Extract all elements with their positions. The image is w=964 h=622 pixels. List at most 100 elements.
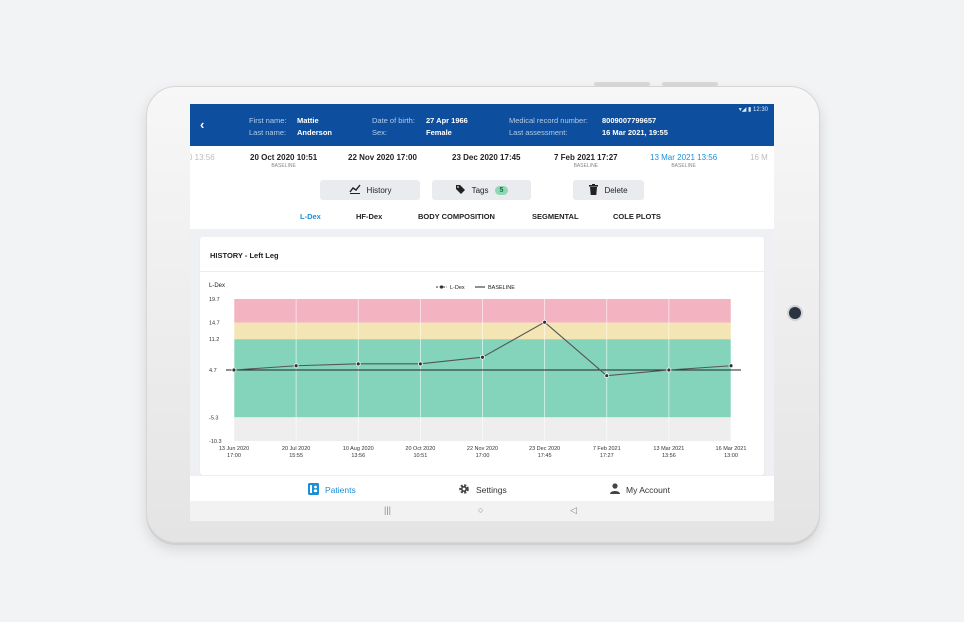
recent-apps-icon[interactable]: ||| — [384, 505, 392, 515]
history-button[interactable]: History — [320, 180, 420, 200]
assessment-date[interactable]: 0 13:56 — [190, 153, 215, 162]
assessment-date-label: 13 Mar 2021 13:56 — [650, 153, 718, 162]
assessment-date-label: 20 Oct 2020 10:51 — [250, 153, 318, 162]
y-tick-label: -10.3 — [209, 439, 222, 445]
legend-baseline-label: BASELINE — [488, 285, 515, 291]
tab-l-dex[interactable]: L-Dex — [300, 212, 321, 221]
patients-icon — [308, 483, 319, 497]
x-tick-date: 13 Mar 2021 — [653, 446, 684, 452]
volume-button — [594, 82, 650, 86]
assessment-date-label: 23 Dec 2020 17:45 — [452, 153, 521, 162]
first-name-value: Mattie — [297, 116, 319, 125]
history-label: History — [366, 185, 392, 195]
measurement-tabs: L-Dex HF-Dex BODY COMPOSITION SEGMENTAL … — [190, 207, 774, 229]
nav-settings-label: Settings — [476, 485, 507, 495]
x-tick-date: 7 Feb 2021 — [593, 446, 621, 452]
tags-count-badge: 5 — [494, 185, 509, 195]
mrn-value: 8009007799657 — [602, 116, 657, 125]
last-assessment-label: Last assessment: — [509, 128, 568, 137]
system-navigation-bar: ||| ○ ◁ — [190, 501, 774, 521]
card-title: HISTORY - Left Leg — [210, 251, 279, 260]
status-bar: ▾◢ ▮ 12:30 — [738, 107, 768, 113]
y-tick-label: 14.7 — [209, 321, 220, 327]
gear-icon — [458, 483, 470, 497]
content-area: HISTORY - Left Leg L-Dex 19.7 14.7 11.2 4.7 -… — [190, 229, 774, 475]
data-point — [728, 363, 734, 369]
baseline-tag: BASELINE — [573, 163, 599, 169]
tab-hf-dex[interactable]: HF-Dex — [356, 212, 383, 221]
data-point — [542, 319, 548, 325]
data-point — [231, 367, 237, 373]
y-tick-label: -5.3 — [209, 415, 218, 421]
y-tick-label: 11.2 — [209, 337, 219, 343]
x-tick-time: 17:45 — [538, 453, 552, 459]
trend-icon — [348, 184, 361, 196]
home-icon[interactable]: ○ — [478, 505, 484, 515]
x-tick-time: 15:55 — [289, 453, 303, 459]
legend-l-dex-label: L-Dex — [450, 285, 465, 291]
x-tick-date: 10 Aug 2020 — [343, 446, 374, 452]
delete-label: Delete — [604, 185, 628, 195]
x-tick-time: 13:56 — [351, 453, 365, 459]
x-tick-date: 13 Jun 2020 — [219, 446, 249, 452]
delete-button[interactable]: Delete — [573, 180, 644, 200]
data-point — [480, 354, 485, 360]
y-tick-label: 19.7 — [209, 297, 220, 303]
assessment-date[interactable]: 16 M — [750, 153, 768, 162]
chevron-left-icon[interactable]: ‹ — [200, 117, 205, 132]
x-tick-date: 22 Nov 2020 — [467, 446, 498, 452]
x-tick-time: 10:51 — [413, 453, 427, 459]
assessment-date-selected[interactable]: 13 Mar 2021 13:56 BASELINE — [650, 153, 717, 169]
tags-label: Tags — [471, 185, 489, 195]
history-chart: L-Dex 19.7 14.7 11.2 4.7 -5.3 -10.313 Jun 2020… — [209, 283, 746, 459]
camera-icon — [789, 307, 801, 319]
tab-segmental[interactable]: SEGMENTAL — [532, 212, 579, 221]
x-tick-date: 20 Oct 2020 — [405, 446, 435, 452]
x-tick-time: 17:00 — [476, 453, 490, 459]
mrn-label: Medical record number: — [509, 116, 588, 125]
nav-my-account[interactable]: My Account — [610, 483, 670, 496]
history-card: HISTORY - Left Leg L-Dex 19.7 14.7 11.2 4.7 -… — [200, 237, 764, 475]
assessment-date-strip: 0 13:56 20 Oct 2020 10:51 BASELINE 22 No… — [190, 146, 774, 177]
x-tick-date: 20 Jul 2020 — [282, 446, 310, 452]
x-tick-time: 17:27 — [600, 453, 614, 459]
assessment-date[interactable]: 20 Oct 2020 10:51 BASELINE — [250, 153, 317, 169]
card-divider — [200, 271, 764, 272]
data-point — [293, 363, 299, 369]
x-tick-date: 23 Dec 2020 — [529, 446, 560, 452]
y-tick-label: 4.7 — [209, 368, 217, 374]
baseline-tag: BASELINE — [671, 163, 696, 169]
tab-cole-plots[interactable]: COLE PLOTS — [613, 212, 661, 221]
nav-my-account-label: My Account — [626, 484, 670, 495]
patient-header: ‹ ▾◢ ▮ 12:30 First name: Mattie Last nam… — [190, 104, 774, 146]
sex-label: Sex: — [372, 128, 388, 137]
x-tick-time: 13:00 — [724, 453, 738, 459]
x-tick-time: 17:00 — [227, 453, 241, 459]
nav-patients-label: Patients — [325, 485, 356, 495]
tag-icon — [455, 184, 466, 197]
assessment-date-label: 16 M — [750, 153, 768, 162]
app-screen: ‹ ▾◢ ▮ 12:30 First name: Mattie Last nam… — [190, 104, 774, 521]
legend-l-dex-marker — [439, 285, 444, 289]
last-name-label: Last name: — [249, 128, 287, 137]
data-point — [666, 367, 672, 373]
tags-button[interactable]: Tags 5 — [432, 180, 531, 200]
person-icon — [610, 483, 620, 496]
data-point — [604, 373, 610, 379]
nav-settings[interactable]: Settings — [458, 483, 507, 497]
dob-label: Date of birth: — [372, 116, 415, 125]
data-point — [355, 361, 361, 367]
back-icon[interactable]: ◁ — [570, 505, 577, 515]
assessment-date[interactable]: 22 Nov 2020 17:00 — [348, 153, 417, 162]
nav-patients[interactable]: Patients — [308, 483, 356, 497]
data-point — [417, 361, 423, 367]
y-axis-label: L-Dex — [209, 283, 225, 289]
assessment-date-label: 22 Nov 2020 17:00 — [348, 153, 417, 162]
last-assessment-value: 16 Mar 2021, 19:55 — [602, 128, 668, 137]
assessment-date[interactable]: 7 Feb 2021 17:27 BASELINE — [554, 153, 618, 169]
status-time: 12:30 — [752, 107, 768, 113]
trash-icon — [589, 183, 599, 197]
tab-body-composition[interactable]: BODY COMPOSITION — [418, 212, 495, 221]
assessment-date[interactable]: 23 Dec 2020 17:45 — [452, 153, 521, 162]
dob-value: 27 Apr 1966 — [426, 116, 468, 125]
